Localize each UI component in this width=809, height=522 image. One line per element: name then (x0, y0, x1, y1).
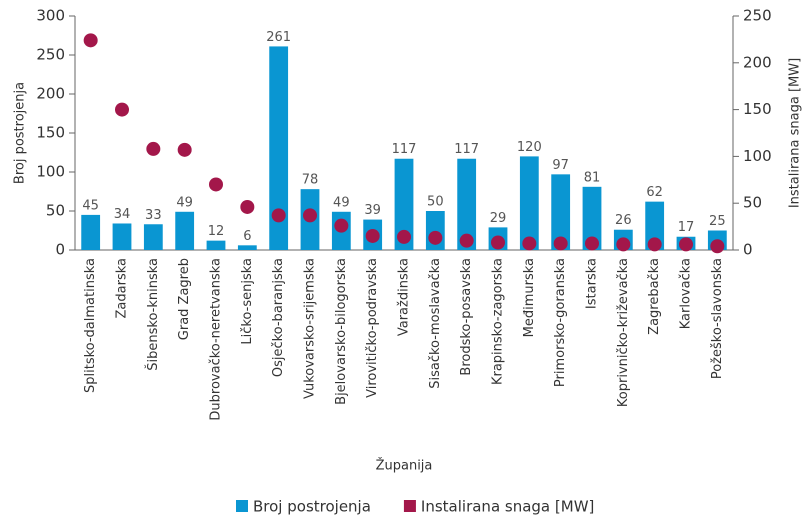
y2-axis-label: Instalirana snaga [MW] (788, 58, 803, 208)
bar (394, 158, 414, 250)
y-tick-label: 50 (46, 202, 65, 220)
legend-label: Instalirana snaga [MW] (421, 498, 594, 516)
y-tick-label: 0 (55, 241, 65, 259)
legend-label: Broj postrojenja (253, 498, 371, 516)
point (334, 218, 349, 233)
point (177, 142, 192, 157)
x-tick-label: Karlovačka (679, 258, 694, 329)
y-axis-label: Broj postrojenja (13, 82, 28, 184)
x-tick-label: Zagrebačka (647, 258, 662, 335)
bar (175, 211, 195, 250)
x-tick-label: Bjelovarsko-bilogorska (334, 258, 349, 405)
point (397, 229, 411, 244)
point (553, 236, 568, 251)
y2-tick-label: 100 (743, 147, 772, 165)
data-label: 17 (678, 220, 695, 235)
x-tick-label: Brodsko-posavska (459, 258, 474, 376)
bar (582, 186, 602, 250)
x-tick-label: Sisačko-moslavačka (428, 258, 443, 389)
bar (457, 158, 477, 250)
point (616, 237, 631, 252)
bar (645, 201, 665, 250)
x-axis-label: Županija (376, 458, 433, 474)
point (710, 239, 725, 254)
bar (237, 245, 257, 250)
data-label: 6 (243, 229, 251, 244)
x-tick-label: Koprivničko-križevačka (616, 258, 631, 407)
legend-swatch (403, 500, 416, 512)
point (146, 141, 161, 156)
y-tick-label: 200 (36, 85, 65, 103)
x-tick-label: Istarska (585, 258, 600, 309)
y-tick-label: 100 (36, 163, 65, 181)
y-tick-label: 300 (36, 7, 65, 25)
x-tick-label: Osječko-baranjska (271, 258, 286, 377)
point (428, 230, 443, 245)
x-tick-label: Požeško-slavonska (710, 258, 725, 379)
y-tick-label: 250 (36, 46, 65, 64)
bar (143, 224, 163, 250)
point (240, 199, 255, 214)
x-tick-label: Međimurska (522, 258, 537, 337)
bar (81, 214, 101, 250)
bar (112, 223, 132, 250)
data-label: 97 (552, 158, 569, 173)
data-label: 29 (490, 211, 507, 226)
x-tick-label: Virovitičko-podravska (365, 258, 380, 398)
data-label: 117 (392, 142, 417, 157)
data-label: 261 (266, 30, 291, 45)
data-label: 45 (82, 198, 99, 213)
point (522, 236, 537, 251)
data-label: 78 (302, 173, 319, 188)
data-label: 26 (615, 213, 632, 228)
x-tick-label: Zadarska (115, 258, 130, 318)
x-tick-label: Dubrovačko-neretvanska (209, 258, 224, 421)
data-label: 120 (517, 140, 542, 155)
point (491, 235, 505, 250)
point (83, 33, 98, 48)
data-label: 34 (114, 207, 131, 222)
x-tick-label: Grad Zagreb (177, 258, 192, 340)
legend-swatch (236, 500, 248, 512)
bar (551, 174, 571, 250)
data-label: 33 (145, 208, 162, 223)
bar (519, 156, 539, 250)
point (209, 177, 223, 192)
point (679, 237, 693, 252)
y2-tick-label: 50 (743, 194, 762, 212)
x-tick-label: Varaždinska (397, 258, 412, 336)
data-label: 50 (427, 195, 444, 210)
x-tick-label: Krapinsko-zagorska (491, 258, 506, 385)
data-label: 39 (364, 203, 381, 218)
x-tick-label: Šibensko-kninska (145, 258, 161, 371)
x-tick-label: Primorsko-goranska (553, 258, 568, 387)
point (115, 102, 129, 117)
point (271, 208, 286, 223)
y-tick-label: 150 (36, 124, 65, 142)
bar (269, 46, 289, 250)
data-label: 12 (208, 224, 225, 239)
data-label: 117 (454, 142, 479, 157)
y2-tick-label: 0 (743, 241, 753, 259)
point (585, 236, 599, 251)
x-tick-label: Vukovarsko-srijemska (303, 258, 318, 399)
data-label: 49 (176, 195, 193, 210)
y2-tick-label: 250 (743, 7, 772, 25)
data-label: 25 (709, 214, 726, 229)
point (647, 237, 662, 252)
point (459, 233, 474, 248)
data-label: 81 (584, 170, 601, 185)
y2-tick-label: 200 (743, 53, 772, 71)
point (365, 228, 380, 243)
y2-tick-label: 150 (743, 100, 772, 118)
bar (206, 240, 226, 250)
data-label: 62 (646, 185, 663, 200)
x-tick-label: Splitsko-dalmatinska (83, 258, 98, 393)
x-tick-label: Ličko-senjska (240, 258, 255, 345)
data-label: 49 (333, 195, 350, 210)
point (303, 208, 317, 223)
